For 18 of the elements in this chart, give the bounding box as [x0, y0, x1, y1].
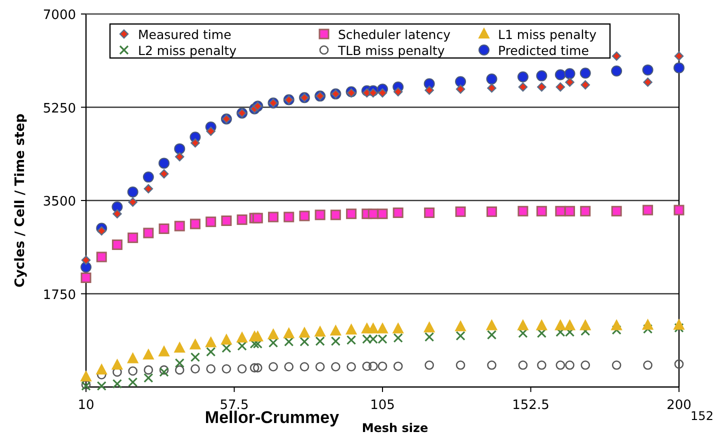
- legend-label: Scheduler latency: [338, 27, 452, 42]
- legend-label: Measured time: [138, 27, 232, 42]
- y-axis-title: Cycles / Cell / Time step: [13, 114, 28, 288]
- legend-label: Predicted time: [498, 43, 590, 58]
- y-tick-label: 5250: [42, 101, 76, 116]
- legend-label: L2 miss penalty: [138, 43, 238, 58]
- x-axis-title: Mesh size: [362, 421, 428, 435]
- y-tick-label: 3500: [42, 194, 76, 210]
- legend-label: TLB miss penalty: [337, 43, 446, 58]
- legend-label: L1 miss penalty: [498, 27, 598, 42]
- y-tick-label: 1750: [42, 288, 76, 303]
- x-tick-label: 10: [78, 398, 94, 413]
- x-tick-label: 105: [370, 398, 395, 413]
- x-tick-label: 200: [666, 398, 692, 413]
- text: 152: [690, 409, 714, 423]
- y-tick-label: 7000: [42, 8, 76, 23]
- x-tick-label: 152.5: [512, 398, 550, 413]
- text: Mellor-Crummey: [204, 408, 340, 427]
